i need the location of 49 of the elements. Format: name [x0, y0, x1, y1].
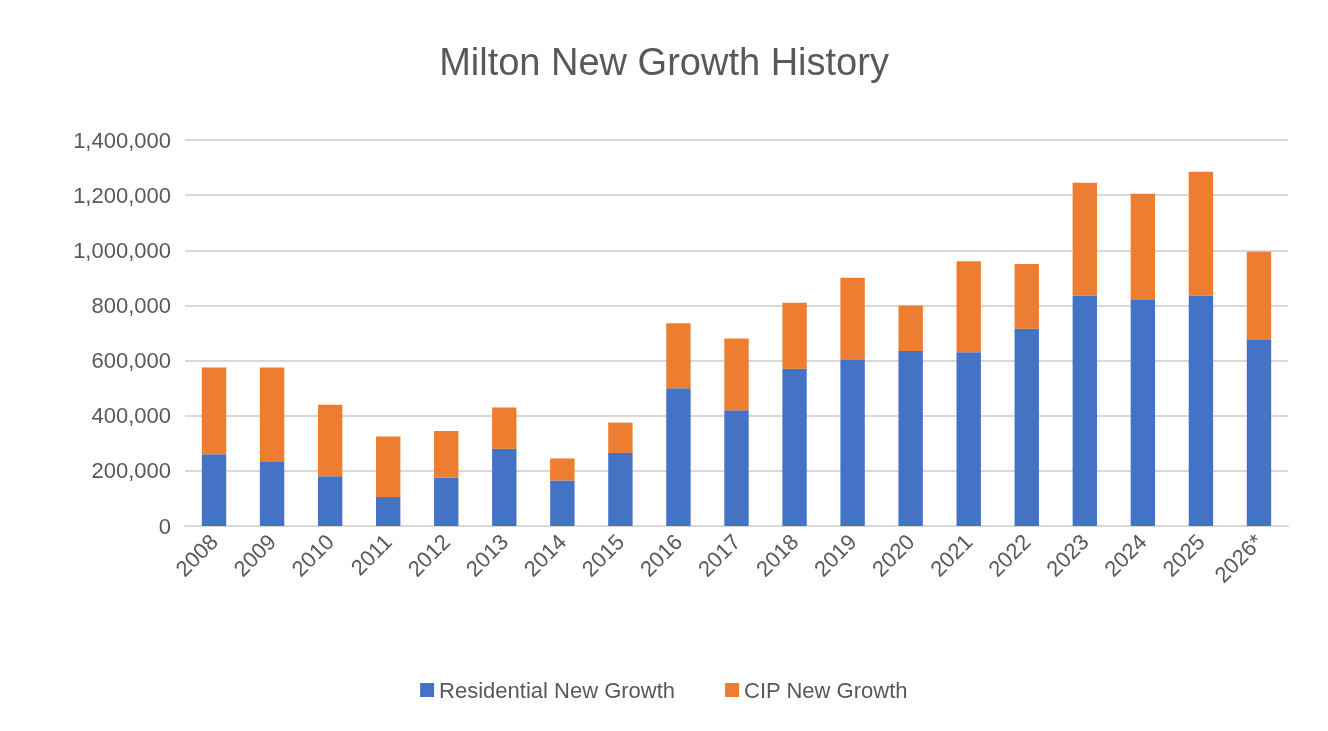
bar: [1014, 328, 1039, 526]
bar: [898, 305, 923, 351]
bar: [375, 497, 401, 526]
y-tick-label: 1,400,000: [73, 127, 171, 153]
legend-label: Residential New Growth: [439, 677, 676, 703]
bar: [898, 350, 923, 526]
bar: [1130, 299, 1156, 526]
bar: [492, 448, 517, 526]
y-tick-label: 0: [158, 513, 171, 539]
bar: [317, 404, 343, 477]
bar: [1072, 182, 1098, 296]
bar: [201, 454, 227, 526]
bar: [550, 458, 575, 481]
legend-label: CIP New Growth: [744, 677, 908, 703]
bar: [375, 436, 401, 498]
bar: [724, 410, 749, 526]
bar: [956, 261, 981, 353]
chart-title: Milton New Growth History: [439, 41, 889, 83]
bar: [840, 277, 865, 360]
bar: [840, 359, 865, 526]
bar: [259, 461, 285, 526]
bar: [1188, 295, 1214, 526]
bar: [1246, 339, 1272, 526]
bar: [666, 323, 691, 389]
y-tick-label: 1,200,000: [73, 182, 171, 208]
bar: [956, 352, 981, 526]
y-tick-label: 400,000: [91, 403, 171, 429]
bar: [1188, 171, 1214, 296]
bar: [1014, 264, 1039, 329]
bar: [666, 388, 691, 526]
bar: [1246, 251, 1272, 340]
bar: [201, 367, 227, 455]
bar: [1072, 295, 1098, 526]
y-tick-label: 200,000: [91, 458, 171, 484]
bar: [434, 430, 459, 478]
bar: [550, 480, 575, 526]
y-tick-label: 1,000,000: [73, 237, 171, 263]
bar: [782, 368, 807, 526]
bar: [492, 407, 517, 449]
bar: [259, 367, 285, 462]
bar: [782, 302, 807, 369]
bar: [434, 477, 459, 526]
bar: [724, 338, 749, 411]
bar: [1130, 193, 1156, 300]
bar: [608, 452, 633, 526]
bar: [608, 422, 633, 453]
y-tick-label: 800,000: [91, 292, 171, 318]
bar: [317, 476, 343, 526]
y-tick-label: 600,000: [91, 348, 171, 374]
